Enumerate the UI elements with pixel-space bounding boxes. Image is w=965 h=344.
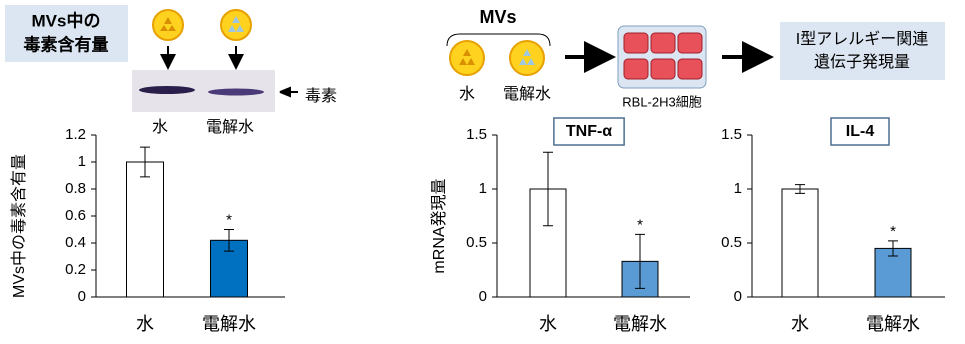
- annotation: *: [226, 211, 232, 228]
- x-tick-label: 電解水: [866, 314, 920, 334]
- toxin-box: [5, 5, 128, 62]
- y-tick-label: 1.5: [721, 126, 742, 143]
- annotation: *: [637, 216, 643, 233]
- y-tick-label: 0.4: [65, 234, 86, 251]
- error-bar: [888, 240, 898, 257]
- x-tick-label: 電解水: [613, 314, 667, 334]
- blot-band: [139, 86, 195, 94]
- error-bar: [543, 151, 553, 227]
- y-tick-label: 1: [734, 180, 742, 197]
- y-tick-label: 1.5: [466, 126, 487, 143]
- bar: [126, 161, 164, 298]
- pointer: [279, 86, 298, 98]
- toxin-box-line: MVs中の: [32, 10, 101, 30]
- annotation: *: [890, 223, 896, 240]
- y-tick-label: 0.6: [65, 207, 86, 224]
- error-bar: [140, 146, 150, 178]
- x-tick-label: 電解水: [202, 314, 256, 334]
- gene-box-line: I型アレルギー関連: [796, 30, 928, 48]
- toxin-box-line: 毒素含有量: [24, 34, 109, 54]
- chart-title: IL-4: [846, 123, 875, 140]
- title-box: [830, 117, 890, 146]
- y-axis-label: mRNA発現量: [430, 178, 448, 273]
- y-tick-label: 0.2: [65, 261, 86, 278]
- toxin-icon: [152, 9, 252, 41]
- mvs-title: MVs: [479, 7, 516, 27]
- y-tick-label: 0.8: [65, 180, 86, 197]
- blot-label: 電解水: [206, 118, 254, 136]
- gene-box-line: 遺伝子発現量: [814, 53, 910, 71]
- bar: [781, 188, 819, 298]
- bracket: [446, 33, 551, 47]
- y-axis-label: MVs中の毒素含有量: [10, 154, 28, 298]
- y-tick-label: 1: [78, 153, 86, 170]
- blot-band: [208, 88, 264, 96]
- blot-label: 水: [152, 118, 168, 136]
- x-tick-label: 水: [791, 314, 809, 334]
- gene-box: [780, 22, 945, 80]
- y-tick-label: 0: [734, 288, 742, 305]
- cell-plate: [617, 25, 707, 89]
- x-tick-label: 水: [136, 314, 154, 334]
- mvs-icon: [449, 40, 545, 76]
- y-tick-label: 0: [78, 288, 86, 305]
- y-tick-label: 1.2: [65, 126, 86, 143]
- error-bar: [635, 233, 645, 289]
- error-bar: [224, 229, 234, 252]
- error-bar: [795, 184, 805, 194]
- mvs-label: 水: [459, 85, 475, 103]
- y-tick-label: 0.5: [466, 234, 487, 251]
- y-tick-label: 0: [479, 288, 487, 305]
- bar: [874, 247, 912, 298]
- mvs-label: 電解水: [503, 85, 551, 103]
- toxin-label: 毒素: [305, 87, 337, 105]
- chart-title: TNF-α: [566, 123, 612, 140]
- y-tick-label: 0.5: [721, 234, 742, 251]
- title-box: [553, 117, 625, 146]
- x-tick-label: 水: [539, 314, 557, 334]
- y-tick-label: 1: [479, 180, 487, 197]
- cell-label: RBL-2H3細胞: [622, 94, 701, 109]
